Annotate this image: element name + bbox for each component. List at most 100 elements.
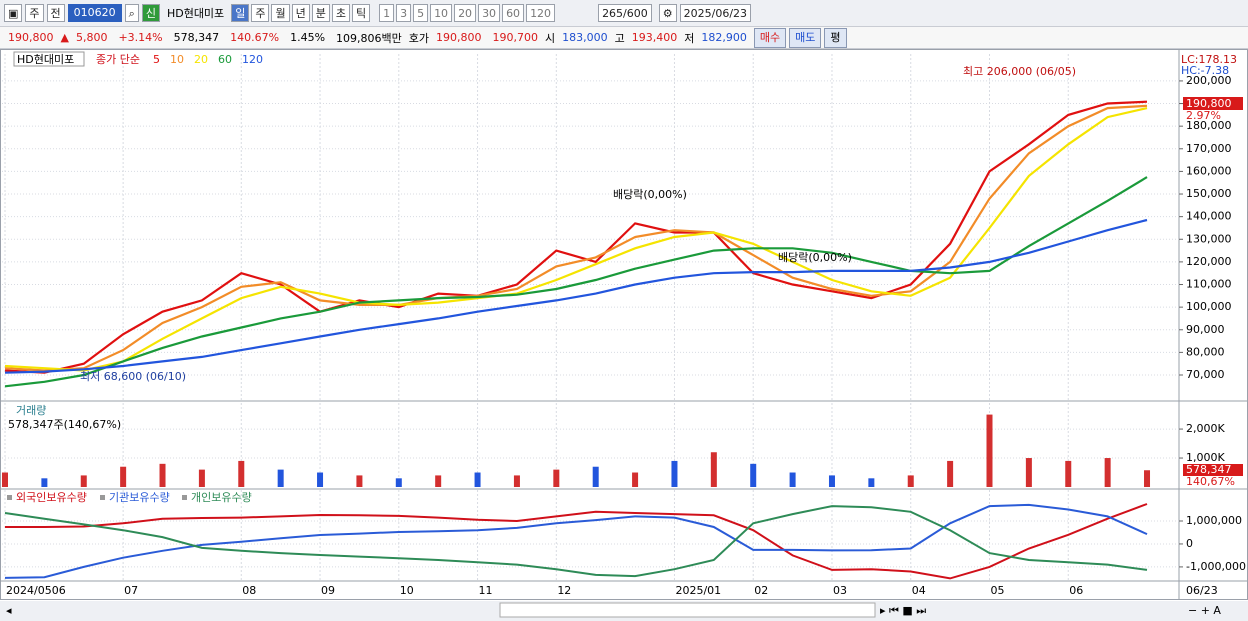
scroll-left[interactable]: ◂: [6, 604, 12, 617]
low-note: 최저 68,600 (06/10): [80, 370, 186, 383]
volume-title: 거래량: [16, 404, 46, 417]
period-button[interactable]: 일: [231, 4, 250, 22]
open-label: 시: [545, 31, 556, 45]
buy-button[interactable]: 매수: [753, 27, 787, 48]
stock-name: HD현대미포: [166, 7, 225, 20]
volume-bar: [632, 472, 639, 487]
y-tick-label: 80,000: [1186, 345, 1225, 358]
period-button[interactable]: 초: [331, 4, 350, 22]
legend-swatch: [100, 495, 105, 500]
legend-entry: 20: [194, 53, 208, 66]
dividend-note: 배당락(0,00%): [613, 188, 687, 201]
new-badge[interactable]: 신: [141, 4, 160, 22]
change: 5,800: [75, 31, 108, 44]
scroll-controls[interactable]: ▸ ⏮ ■ ⏭: [880, 604, 926, 617]
x-tick-label: 11: [479, 584, 493, 597]
menu-button[interactable]: ▣: [4, 4, 23, 22]
open: 183,000: [562, 31, 608, 44]
legend-entry: 기관보유수량: [109, 491, 170, 504]
last-volume-ratio: 140,67%: [1186, 475, 1235, 488]
y-tick-label: 110,000: [1186, 278, 1232, 291]
volume-bar: [947, 460, 954, 487]
volume-bar: [2, 472, 8, 487]
interval-button[interactable]: 10: [430, 4, 453, 22]
x-tick-label: 06: [1069, 584, 1083, 597]
volume-bar: [710, 452, 717, 487]
volume-bar: [789, 472, 796, 487]
scope-select[interactable]: 전: [46, 4, 65, 22]
volume-bar: [907, 475, 914, 487]
market-select[interactable]: 주: [25, 4, 44, 22]
volume-bar: [868, 478, 875, 487]
y-tick-label: 0: [1186, 537, 1193, 550]
y-tick-label: 170,000: [1186, 142, 1232, 155]
y-tick-label: 120,000: [1186, 255, 1232, 268]
search-button[interactable]: ⌕: [124, 4, 139, 22]
x-last-date: 06/23: [1186, 584, 1218, 597]
volume-bar: [750, 463, 757, 487]
y-tick-label: 1,000K: [1186, 451, 1225, 464]
chart-area: ◂ ▸ ⏮ ■ ⏭ − + A 2024/0506 07 08 09 10 11 12 202…: [0, 49, 1248, 621]
avg-button[interactable]: 평: [824, 27, 847, 48]
period-button[interactable]: 월: [271, 4, 290, 22]
volume-bar: [356, 475, 363, 487]
interval-button[interactable]: 30: [478, 4, 501, 22]
zoom-controls[interactable]: − + A: [1188, 604, 1221, 617]
code-input[interactable]: 010620: [67, 4, 122, 22]
volume-subtitle: 578,347주(140,67%): [8, 418, 121, 431]
high-note: 최고 206,000 (06/05): [963, 65, 1076, 78]
legend-title: HD현대미포: [17, 53, 74, 66]
count-input[interactable]: 265/600: [598, 4, 652, 22]
price: 190,800: [8, 31, 54, 44]
x-tick-label: 07: [124, 584, 138, 597]
legend-entry: 5: [153, 53, 160, 66]
period-button[interactable]: 년: [291, 4, 310, 22]
x-tick-label: 02: [754, 584, 768, 597]
x-tick-label: 09: [321, 584, 335, 597]
series-line: [4, 505, 1148, 578]
interval-button[interactable]: 60: [502, 4, 525, 22]
interval-button[interactable]: 3: [396, 4, 412, 22]
y-tick-label: 130,000: [1186, 232, 1232, 245]
period-button[interactable]: 분: [311, 4, 330, 22]
volume-bar: [120, 466, 127, 487]
series-line: [4, 107, 1148, 372]
interval-button[interactable]: 5: [413, 4, 429, 22]
legend-entry: 10: [170, 53, 184, 66]
period-button[interactable]: 틱: [351, 4, 371, 22]
y-tick-label: 160,000: [1186, 164, 1232, 177]
y-tick-label: 2,000K: [1186, 422, 1225, 435]
interval-button[interactable]: 120: [526, 4, 556, 22]
volume-bar: [828, 475, 835, 487]
volume-bar: [1104, 458, 1111, 487]
series-line: [4, 176, 1148, 388]
tool-button[interactable]: ⚙: [658, 4, 677, 22]
scroll-thumb[interactable]: [499, 602, 876, 618]
volume-bar: [395, 478, 402, 487]
y-tick-label: 150,000: [1186, 187, 1232, 200]
y-tick-label: -1,000,000: [1186, 560, 1246, 573]
volume-bar: [1065, 460, 1072, 487]
legend-swatch: [7, 495, 12, 500]
y-tick-label: 1,000,000: [1186, 514, 1242, 527]
last-volume: 578,347: [1186, 463, 1232, 476]
change-arrow: ▲: [60, 31, 69, 44]
period-button[interactable]: 주: [251, 4, 270, 22]
date-input[interactable]: 2025/06/23: [679, 4, 752, 22]
x-tick-label: 12: [557, 584, 571, 597]
series-line: [4, 104, 1148, 372]
interval-button[interactable]: 1: [379, 4, 395, 22]
y-tick-label: 100,000: [1186, 300, 1232, 313]
volume-ratio: 140.67%: [230, 31, 280, 44]
series-line: [5, 503, 1148, 580]
amount: 109,806백만: [336, 31, 402, 45]
x-tick-label: 2024/0506: [6, 584, 66, 597]
low: 182,900: [701, 31, 747, 44]
legend-box: [13, 51, 85, 67]
sell-button[interactable]: 매도: [789, 27, 822, 48]
turnover: 1.45%: [290, 31, 326, 44]
legend-swatch: [182, 495, 187, 500]
x-tick-label: 04: [912, 584, 926, 597]
interval-button[interactable]: 20: [454, 4, 477, 22]
